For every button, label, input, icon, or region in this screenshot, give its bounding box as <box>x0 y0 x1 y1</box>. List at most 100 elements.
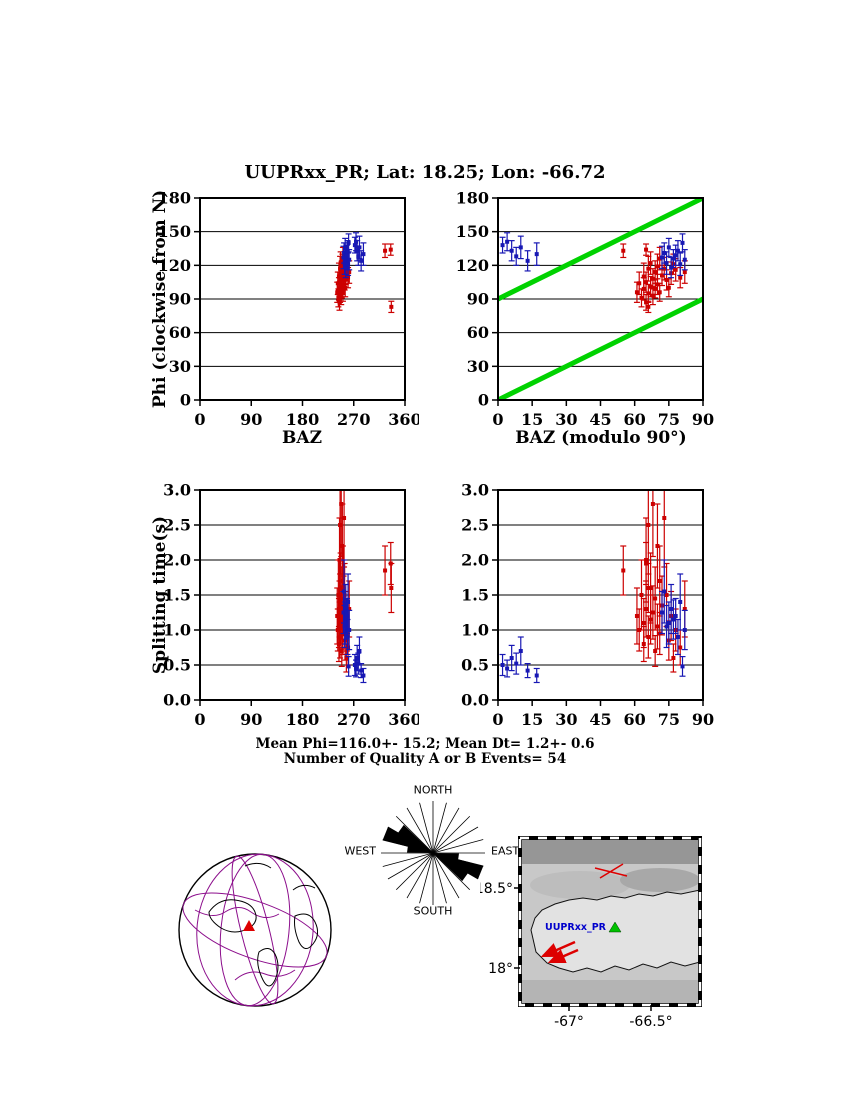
data-point <box>347 257 352 262</box>
y-tick-label: 1.5 <box>461 586 489 605</box>
data-point <box>500 663 505 667</box>
data-point <box>509 656 514 660</box>
data-point <box>678 645 683 650</box>
y-tick-label: 0.5 <box>163 656 191 675</box>
y-tick-label: 150 <box>158 222 191 241</box>
data-point <box>509 248 514 253</box>
data-point <box>666 285 671 290</box>
data-point <box>641 274 646 279</box>
map-station-label: UUPRxx_PR <box>545 922 607 933</box>
data-point <box>662 250 667 255</box>
panel-dt-vs-baz-mod90: 0 15 30 45 60 75 90 0.0 0.5 1.0 1.5 2.0 2.5 3.0 <box>446 481 717 744</box>
y-tick-label: 30 <box>467 357 489 376</box>
data-point <box>389 304 394 309</box>
panel-phi-vs-baz-mod90: 0 15 30 45 60 75 90 0 30 60 90 120 150 180 <box>446 189 717 444</box>
x-tick-label: 30 <box>555 710 577 729</box>
reference-line-green <box>498 198 703 302</box>
map-red-cross-symbol <box>594 863 628 879</box>
series-blue <box>499 559 688 684</box>
y-tick-label: 0 <box>478 391 489 410</box>
x-tick-label: 180 <box>286 410 319 429</box>
y-tick-label: 0 <box>180 391 191 410</box>
data-point <box>660 610 664 615</box>
x-tick-label: 180 <box>286 710 319 729</box>
data-point <box>355 656 360 660</box>
globe-coastlines <box>208 862 319 987</box>
data-point <box>646 304 651 309</box>
data-point <box>653 649 658 653</box>
y-tick-label: 2.0 <box>461 551 489 570</box>
y-tick-label: 0.0 <box>461 691 489 710</box>
x-tick-label: 30 <box>555 410 577 429</box>
data-point <box>338 523 343 527</box>
data-point <box>653 286 658 291</box>
x-tick-label: 75 <box>658 710 680 729</box>
data-point <box>660 255 664 260</box>
rose-label-east: EAST <box>491 844 520 858</box>
data-point <box>339 649 344 653</box>
data-point <box>389 586 394 590</box>
data-point <box>518 649 523 653</box>
data-point <box>621 568 626 573</box>
data-point <box>655 282 660 287</box>
data-point <box>660 273 664 278</box>
data-point <box>662 516 667 520</box>
station-map: UUPRxx_PR 18.5° 18° -67° -66.5° <box>480 836 702 1030</box>
mean-values-text: Mean Phi=116.0+- 15.2; Mean Dt= 1.2+- 0.… <box>255 736 595 752</box>
scatter-svg-phi-baz: 0 90 180 270 360 0 30 60 90 120 150 180 <box>158 189 422 430</box>
map-frame-dashes <box>518 836 702 1007</box>
axis-ticks: 0 90 180 270 360 0.0 0.5 1.0 1.5 2.0 2.5 3.0 <box>163 481 422 730</box>
y-tick-label: 0.5 <box>461 656 489 675</box>
y-tick-label: 1.0 <box>163 621 191 640</box>
axis-ticks: 0 15 30 45 60 75 90 0 30 60 90 120 150 180 <box>456 189 715 430</box>
globe-inset <box>178 853 332 1007</box>
data-point <box>648 617 653 622</box>
data-point <box>347 607 352 611</box>
data-point <box>354 666 359 671</box>
rose-label-north: NORTH <box>413 783 453 797</box>
rose-diagram <box>381 801 485 905</box>
map-background: UUPRxx_PR <box>520 838 700 1005</box>
y-tick-label: 30 <box>169 357 191 376</box>
map-lat-label-18-5: 18.5° <box>480 881 513 897</box>
data-point <box>383 568 388 573</box>
y-axis-label-splitting-time: Splitting time(s) <box>150 515 170 675</box>
data-point <box>344 656 349 660</box>
y-tick-label: 2.5 <box>163 516 191 535</box>
x-tick-label: 45 <box>589 710 611 729</box>
x-axis-label-baz-mod90: BAZ (modulo 90°) <box>515 428 687 448</box>
x-tick-label: 270 <box>337 410 370 429</box>
map-lon-label-66-5: -66.5° <box>629 1014 672 1030</box>
x-tick-label: 0 <box>492 710 503 729</box>
data-point <box>646 523 651 527</box>
data-point <box>361 673 366 678</box>
data-point <box>357 649 362 653</box>
y-tick-label: 90 <box>467 290 489 309</box>
y-tick-label: 3.0 <box>461 482 489 500</box>
gridlines <box>200 231 405 367</box>
data-point <box>671 256 676 261</box>
data-point <box>534 673 539 678</box>
data-point <box>346 240 351 245</box>
data-point <box>342 516 347 520</box>
x-tick-label: 90 <box>692 410 714 429</box>
data-point <box>675 635 680 639</box>
x-tick-label: 15 <box>521 410 543 429</box>
y-tick-label: 2.0 <box>163 551 191 570</box>
data-point <box>671 617 676 622</box>
data-point <box>534 252 539 257</box>
data-point <box>655 624 660 629</box>
data-point <box>359 668 364 673</box>
data-point <box>355 248 360 253</box>
data-point <box>500 243 505 248</box>
data-point <box>648 586 653 590</box>
rose-label-south: SOUTH <box>413 904 453 918</box>
data-point <box>637 281 642 286</box>
data-point <box>639 593 644 597</box>
event-count-text: Number of Quality A or B Events= 54 <box>283 751 567 767</box>
data-point <box>678 275 683 280</box>
data-point <box>634 614 639 618</box>
data-point <box>644 607 649 611</box>
data-point <box>678 600 683 604</box>
